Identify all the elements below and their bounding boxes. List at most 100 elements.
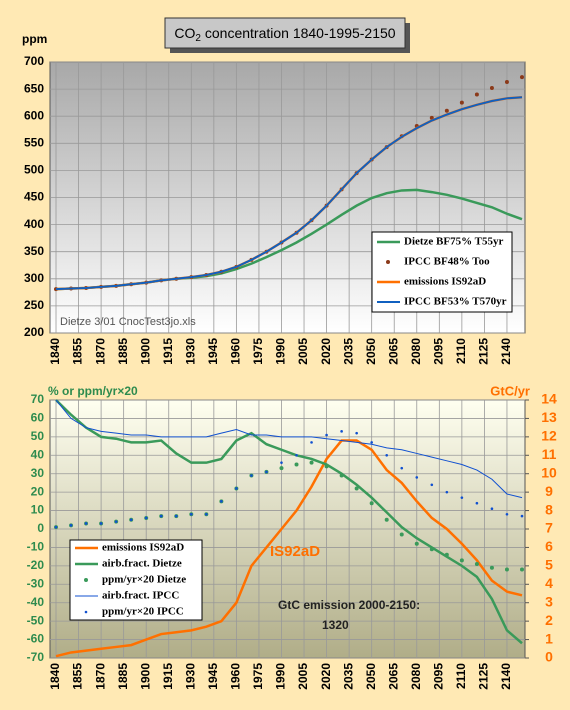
series-dot: [310, 441, 313, 444]
series-line: [55, 439, 523, 658]
x-tick-label: 2065: [386, 338, 400, 365]
series-dot: [430, 483, 434, 487]
series-dot: [340, 430, 343, 433]
x-tick-label: 2020: [319, 338, 333, 365]
y-tick-label: 0: [37, 521, 44, 535]
legend-label: Dietze BF75% T55yr: [404, 236, 504, 248]
title-text: CO: [174, 25, 195, 41]
x-tick-label: 2080: [409, 338, 423, 365]
series-dot: [400, 466, 404, 470]
series-dot: [189, 512, 193, 516]
series-dot: [174, 514, 178, 518]
series-dot: [339, 473, 344, 478]
series-dot: [220, 500, 223, 503]
legend-swatch: [84, 610, 88, 614]
x-tick-label: 1930: [183, 663, 197, 690]
legend: [371, 231, 513, 313]
legend: [69, 539, 203, 621]
legend-label: ppm/yr×20 Dietze: [102, 574, 186, 586]
legend-label: airb.fract. Dietze: [102, 558, 182, 570]
y-tick-label: 650: [24, 81, 44, 95]
series-dot: [489, 565, 494, 570]
x-tick-label: 2110: [454, 663, 468, 689]
series-dot: [460, 496, 464, 499]
series-dot: [444, 108, 449, 113]
annotation: 1320: [322, 618, 349, 632]
y-tick-label: 300: [24, 271, 44, 285]
y-tick-label: 550: [24, 135, 44, 149]
annotation: IS92aD: [270, 543, 320, 560]
series-dot: [504, 80, 509, 85]
legend-swatch: [386, 260, 390, 264]
series-dot: [159, 514, 163, 518]
series-dot: [520, 514, 524, 518]
series-dot: [114, 520, 118, 523]
y-tick-label: 600: [24, 108, 44, 122]
series-dot: [250, 474, 253, 477]
series-dot: [295, 453, 298, 457]
y2-tick-label: 13: [541, 409, 557, 425]
series-dot: [459, 100, 464, 105]
y-tick-label: -50: [27, 613, 45, 627]
y2-tick-label: 4: [545, 575, 553, 591]
x-tick-label: 1855: [71, 663, 85, 690]
x-tick-label: 2005: [296, 663, 310, 690]
x-tick-label: 1945: [206, 338, 220, 365]
x-tick-label: 1900: [138, 663, 152, 690]
series-dot: [355, 431, 358, 435]
series-dot: [445, 490, 449, 494]
y2-tick-label: 12: [541, 428, 557, 444]
series-dot: [414, 541, 419, 546]
series-dot: [370, 441, 373, 444]
series-dot: [129, 518, 133, 522]
y-tick-label: 450: [24, 190, 44, 204]
x-tick-label: 1855: [71, 338, 85, 365]
y-tick-label: -30: [27, 576, 45, 590]
x-tick-label: 2065: [386, 663, 400, 690]
series-dot: [205, 512, 208, 516]
series-dot: [294, 462, 299, 467]
x-tick-label: 2080: [409, 663, 423, 690]
x-tick-label: 1990: [274, 338, 288, 365]
series-dot: [504, 567, 509, 572]
y2-tick-label: 7: [545, 520, 553, 536]
y-tick-label: 350: [24, 244, 44, 258]
y2-tick-label: 8: [545, 501, 553, 517]
x-tick-label: 1885: [116, 338, 130, 365]
x-tick-label: 1990: [274, 663, 288, 690]
y2-tick-label: 10: [541, 464, 557, 480]
x-tick-label: 2140: [499, 338, 513, 365]
x-tick-label: 1960: [229, 338, 243, 365]
y2-tick-label: 1: [545, 630, 553, 646]
series-dot: [475, 501, 479, 505]
series-dot: [265, 470, 268, 474]
y2-tick-label: 2: [545, 612, 553, 628]
x-tick-label: 2095: [431, 338, 445, 365]
x-tick-label: 1840: [48, 663, 62, 690]
series-line: [55, 399, 523, 645]
series-dot: [99, 522, 103, 525]
series-dot: [280, 461, 283, 464]
x-tick-label: 2050: [364, 338, 378, 365]
y2-axis-label: GtC/yr: [490, 383, 530, 398]
y-tick-label: 700: [24, 54, 44, 68]
y-tick-label: 30: [31, 466, 45, 480]
series-dot: [519, 567, 524, 572]
series-dot: [325, 433, 328, 437]
x-tick-label: 1930: [183, 338, 197, 365]
annotation: GtC emission 2000-2150:: [278, 598, 420, 612]
y-tick-label: -60: [27, 632, 45, 646]
x-tick-label: 1915: [161, 338, 175, 365]
y2-tick-label: 0: [545, 649, 553, 665]
x-tick-label: 2050: [364, 663, 378, 690]
x-tick-label: 1900: [138, 338, 152, 365]
series-dot: [444, 552, 449, 557]
x-tick-label: 2035: [341, 663, 355, 690]
series-dot: [415, 476, 419, 479]
series-dot: [459, 558, 464, 563]
y-tick-label: 70: [31, 392, 45, 406]
series-dot: [429, 547, 434, 552]
series-dot: [474, 92, 479, 97]
x-tick-label: 2125: [477, 338, 491, 365]
series-dot: [69, 524, 73, 527]
